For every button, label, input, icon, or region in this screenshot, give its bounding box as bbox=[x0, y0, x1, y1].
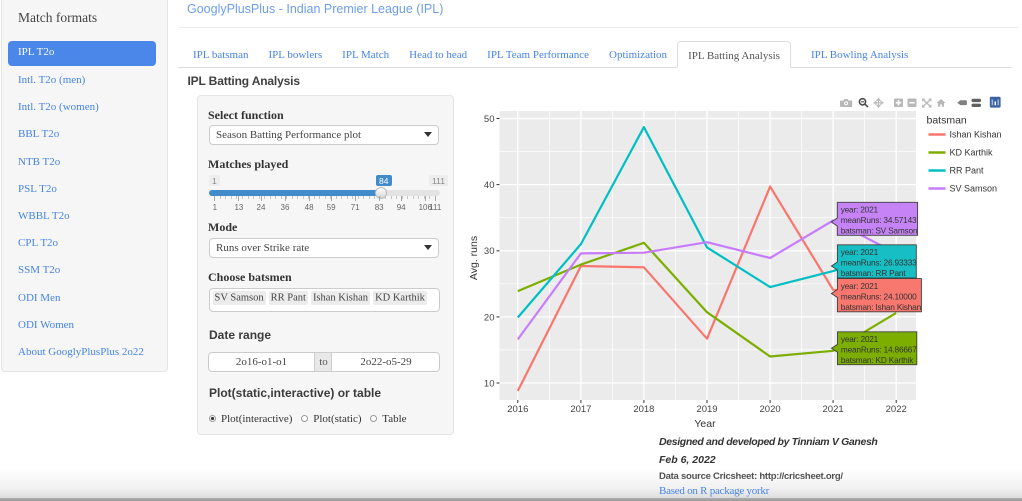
svg-text:meanRuns: 34.57143: meanRuns: 34.57143 bbox=[841, 215, 917, 225]
svg-text:meanRuns: 26.93333: meanRuns: 26.93333 bbox=[841, 258, 917, 268]
svg-text:year: 2021: year: 2021 bbox=[841, 247, 879, 257]
svg-text:2022: 2022 bbox=[886, 404, 907, 415]
svg-text:2018: 2018 bbox=[633, 404, 654, 415]
svg-text:batsman: RR Pant: batsman: RR Pant bbox=[841, 268, 906, 278]
svg-text:2019: 2019 bbox=[696, 404, 717, 415]
svg-text:batsman: KD Karthik: batsman: KD Karthik bbox=[841, 355, 914, 365]
svg-text:30: 30 bbox=[484, 246, 495, 257]
svg-text:year: 2021: year: 2021 bbox=[841, 281, 879, 291]
svg-text:10: 10 bbox=[484, 378, 495, 389]
svg-text:2017: 2017 bbox=[570, 404, 591, 415]
svg-text:meanRuns: 24.10000: meanRuns: 24.10000 bbox=[841, 291, 917, 301]
svg-text:Avg. runs: Avg. runs bbox=[468, 236, 480, 280]
svg-text:2021: 2021 bbox=[823, 404, 844, 415]
svg-text:year: 2021: year: 2021 bbox=[841, 205, 879, 215]
svg-text:2016: 2016 bbox=[507, 404, 528, 415]
svg-text:Ishan Kishan: Ishan Kishan bbox=[950, 130, 1002, 140]
svg-text:Year: Year bbox=[694, 418, 716, 430]
svg-text:SV Samson: SV Samson bbox=[950, 184, 998, 194]
svg-text:KD Karthik: KD Karthik bbox=[950, 148, 994, 158]
svg-text:RR Pant: RR Pant bbox=[950, 166, 985, 176]
svg-text:2020: 2020 bbox=[760, 404, 781, 415]
svg-text:50: 50 bbox=[484, 114, 495, 125]
svg-text:20: 20 bbox=[484, 312, 495, 323]
svg-text:year: 2021: year: 2021 bbox=[841, 334, 879, 344]
svg-text:batsman: Ishan Kishan: batsman: Ishan Kishan bbox=[841, 302, 922, 312]
svg-text:40: 40 bbox=[484, 180, 495, 191]
svg-text:batsman: SV Samson: batsman: SV Samson bbox=[841, 226, 918, 236]
svg-text:meanRuns: 14.86667: meanRuns: 14.86667 bbox=[841, 345, 917, 355]
svg-text:batsman: batsman bbox=[927, 115, 967, 127]
